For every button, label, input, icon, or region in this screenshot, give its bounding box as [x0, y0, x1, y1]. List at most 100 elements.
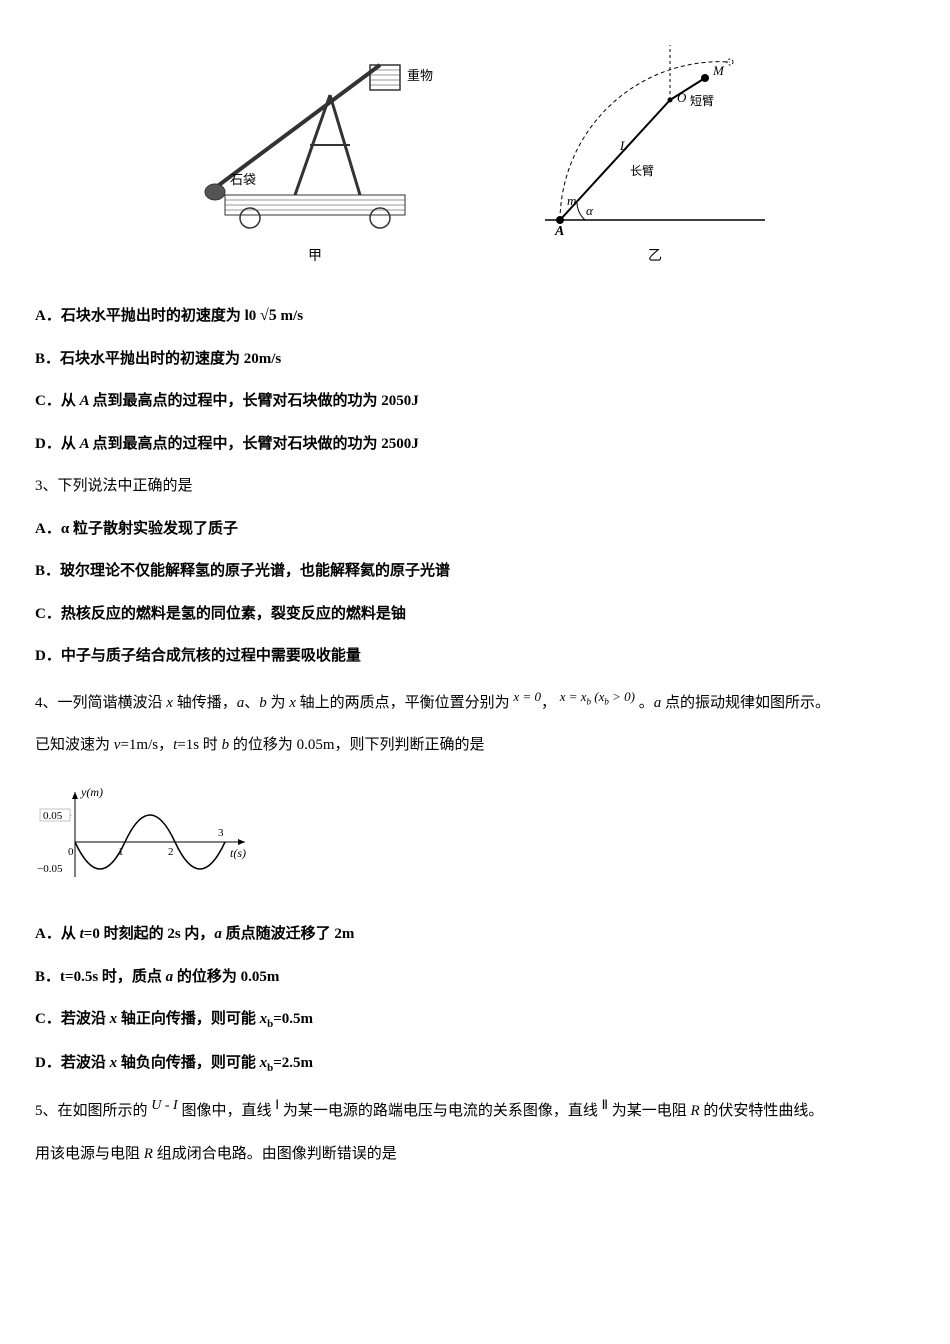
diagram-illustration: O M 短臂 L 长臂 m α A — [535, 30, 775, 240]
q4-D-v1: x — [106, 1055, 121, 1071]
catapult-illustration: 石袋 重物 — [175, 40, 455, 240]
q4-p1: 4、一列简谐横波沿 — [35, 695, 163, 711]
wave-ylabel: y(m) — [80, 785, 103, 799]
q4-C-v1: x — [106, 1011, 121, 1027]
q4-s2-var: v — [110, 737, 120, 753]
q4-p5: 轴上的两质点，平衡位置分别为 — [300, 695, 510, 711]
q5-p4: 为某一电阻 — [612, 1103, 687, 1119]
figure-right: O M 短臂 L 长臂 m α A 乙 — [535, 30, 775, 271]
q4-C-p2: 轴正向传播，则可能 — [121, 1011, 256, 1027]
q4-s2-p4: 的位移为 0.05m，则下列判断正确的是 — [233, 737, 485, 753]
wave-xlabel: t(s) — [230, 846, 246, 860]
q5-p2: 图像中，直线 — [181, 1103, 271, 1119]
figure-left-label: 甲 — [308, 244, 322, 271]
label-m: m — [567, 193, 576, 208]
q4-A-p2: =0 时刻起的 2s 内， — [84, 926, 215, 942]
wave-ymin: −0.05 — [37, 863, 63, 875]
wave-graph: y(m) t(s) 0.05 −0.05 1 2 3 0 — [35, 782, 255, 892]
q5-s2-p2: 组成闭合电路。由图像判断错误的是 — [157, 1146, 397, 1162]
q4-option-C: C．若波沿 x 轴正向传播，则可能 xb=0.5m — [35, 1005, 915, 1035]
q4-var-x1: x — [163, 695, 177, 711]
q4-option-A: A．从 t=0 时刻起的 2s 内，a 质点随波迁移了 2m — [35, 920, 915, 949]
q4-s2-var3: b — [218, 737, 233, 753]
q4-option-B: B．t=0.5s 时，质点 a 的位移为 0.05m — [35, 963, 915, 992]
q5-p5: 的伏安特性曲线。 — [703, 1103, 823, 1119]
figure-right-label: 乙 — [648, 244, 662, 271]
q2-D-suffix: 点到最高点的过程中，长臂对石块做的功为 2500J — [93, 436, 419, 452]
wave-x3: 3 — [218, 827, 224, 839]
q2-option-D: D．从 A 点到最高点的过程中，长臂对石块做的功为 2500J — [35, 430, 915, 459]
q5-stem2: 用该电源与电阻 R 组成闭合电路。由图像判断错误的是 — [35, 1140, 915, 1169]
label-M: M — [712, 63, 725, 78]
q4-s2-p3: =1s 时 — [177, 737, 218, 753]
stone-bag-label: 石袋 — [230, 172, 256, 187]
q4-option-D: D．若波沿 x 轴负向传播，则可能 xb=2.5m — [35, 1049, 915, 1079]
q2-A-sqrt: √5 — [260, 307, 277, 324]
q3-option-A: A．α 粒子散射实验发现了质子 — [35, 515, 915, 544]
q2-C-prefix: C．从 — [35, 393, 76, 409]
q3-option-C: C．热核反应的燃料是氢的同位素，裂变反应的燃料是铀 — [35, 600, 915, 629]
q2-D-prefix: D．从 — [35, 436, 76, 452]
q4-var-b: b — [259, 695, 270, 711]
q4-D-p3: =2.5m — [273, 1055, 313, 1071]
q4-formula2: x = xb (xb > 0) — [560, 689, 635, 704]
q2-option-A: A．石块水平抛出时的初速度为 l0 √5 m/s — [35, 301, 915, 331]
q4-s2-p1: 已知波速为 — [35, 737, 110, 753]
q4-C-p1: C．若波沿 — [35, 1011, 106, 1027]
q4-p4: 为 — [270, 695, 285, 711]
label-A: A — [554, 224, 564, 239]
q4-formula1: x = 0 — [513, 689, 541, 704]
q5-roman2: Ⅱ — [602, 1097, 608, 1112]
q2-D-var: A — [76, 436, 93, 452]
q4-B-v1: B．t — [35, 969, 65, 985]
q4-B-v2: a — [162, 969, 177, 985]
q4-B-p2: 的位移为 0.05m — [177, 969, 280, 985]
q3-option-B: B．玻尔理论不仅能解释氢的原子光谱，也能解释氦的原子光谱 — [35, 557, 915, 586]
q5-p3: 为某一电源的路端电压与电流的关系图像，直线 — [283, 1103, 598, 1119]
q2-A-text: A．石块水平抛出时的初速度为 l0 — [35, 308, 256, 324]
q4-stem2: 已知波速为 v=1m/s，t=1s 时 b 的位移为 0.05m，则下列判断正确… — [35, 731, 915, 760]
q5-s2-p1: 用该电源与电阻 — [35, 1146, 140, 1162]
wave-origin: 0 — [68, 846, 74, 858]
q4-C-v2: x — [256, 1011, 267, 1027]
q5-var-R2: R — [140, 1146, 157, 1162]
q2-C-suffix: 点到最高点的过程中，长臂对石块做的功为 2050J — [93, 393, 419, 409]
q5-var-R: R — [687, 1103, 704, 1119]
q4-s2-p2: =1m/s， — [120, 737, 173, 753]
q5-p1: 5、在如图所示的 — [35, 1103, 148, 1119]
figures-row: 石袋 重物 甲 O M 短臂 L 长臂 m — [35, 30, 915, 271]
label-alpha: α — [586, 203, 594, 218]
q4-D-v2: x — [256, 1055, 267, 1071]
q4-B-p1: =0.5s 时，质点 — [65, 969, 162, 985]
q4-A-p3: 质点随波迁移了 2m — [226, 926, 355, 942]
q4-p6: 。 — [639, 695, 654, 711]
q4-stem: 4、一列简谐横波沿 x 轴传播， a 、b 为 x 轴上的两质点，平衡位置分别为 x… — [35, 685, 915, 718]
q5-formula: U - I — [151, 1098, 177, 1113]
wave-x2: 2 — [168, 846, 174, 858]
q3-option-D: D．中子与质子结合成氘核的过程中需要吸收能量 — [35, 642, 915, 671]
wave-ymax: 0.05 — [43, 810, 63, 822]
q4-p7: 点的振动规律如图所示。 — [665, 695, 830, 711]
q2-C-var: A — [76, 393, 93, 409]
label-L: L — [619, 138, 627, 153]
q5-stem: 5、在如图所示的 U - I 图像中，直线 Ⅰ 为某一电源的路端电压与电流的关系… — [35, 1093, 915, 1126]
q4-A-v2: a — [214, 926, 225, 942]
q4-D-p2: 轴负向传播，则可能 — [121, 1055, 256, 1071]
q4-p2: 轴传播， — [177, 695, 237, 711]
q4-var-a2: a — [654, 695, 665, 711]
q4-var-x2: x — [285, 695, 299, 711]
q4-p3: 、 — [244, 695, 259, 711]
q5-roman1: Ⅰ — [275, 1097, 279, 1112]
q3-stem: 3、下列说法中正确的是 — [35, 472, 915, 501]
q4-A-v1: t — [76, 926, 84, 942]
label-short-arm: 短臂 — [690, 94, 714, 108]
q4-C-p3: =0.5m — [273, 1011, 313, 1027]
q2-option-B: B．石块水平抛出时的初速度为 20m/s — [35, 345, 915, 374]
q2-A-suffix: m/s — [281, 308, 304, 324]
q4-A-p1: A．从 — [35, 926, 76, 942]
label-long-arm: 长臂 — [630, 164, 654, 178]
q4-D-p1: D．若波沿 — [35, 1055, 106, 1071]
q4-comma: ， — [541, 695, 556, 711]
figure-left: 石袋 重物 甲 — [175, 40, 455, 271]
q2-option-C: C．从 A 点到最高点的过程中，长臂对石块做的功为 2050J — [35, 387, 915, 416]
